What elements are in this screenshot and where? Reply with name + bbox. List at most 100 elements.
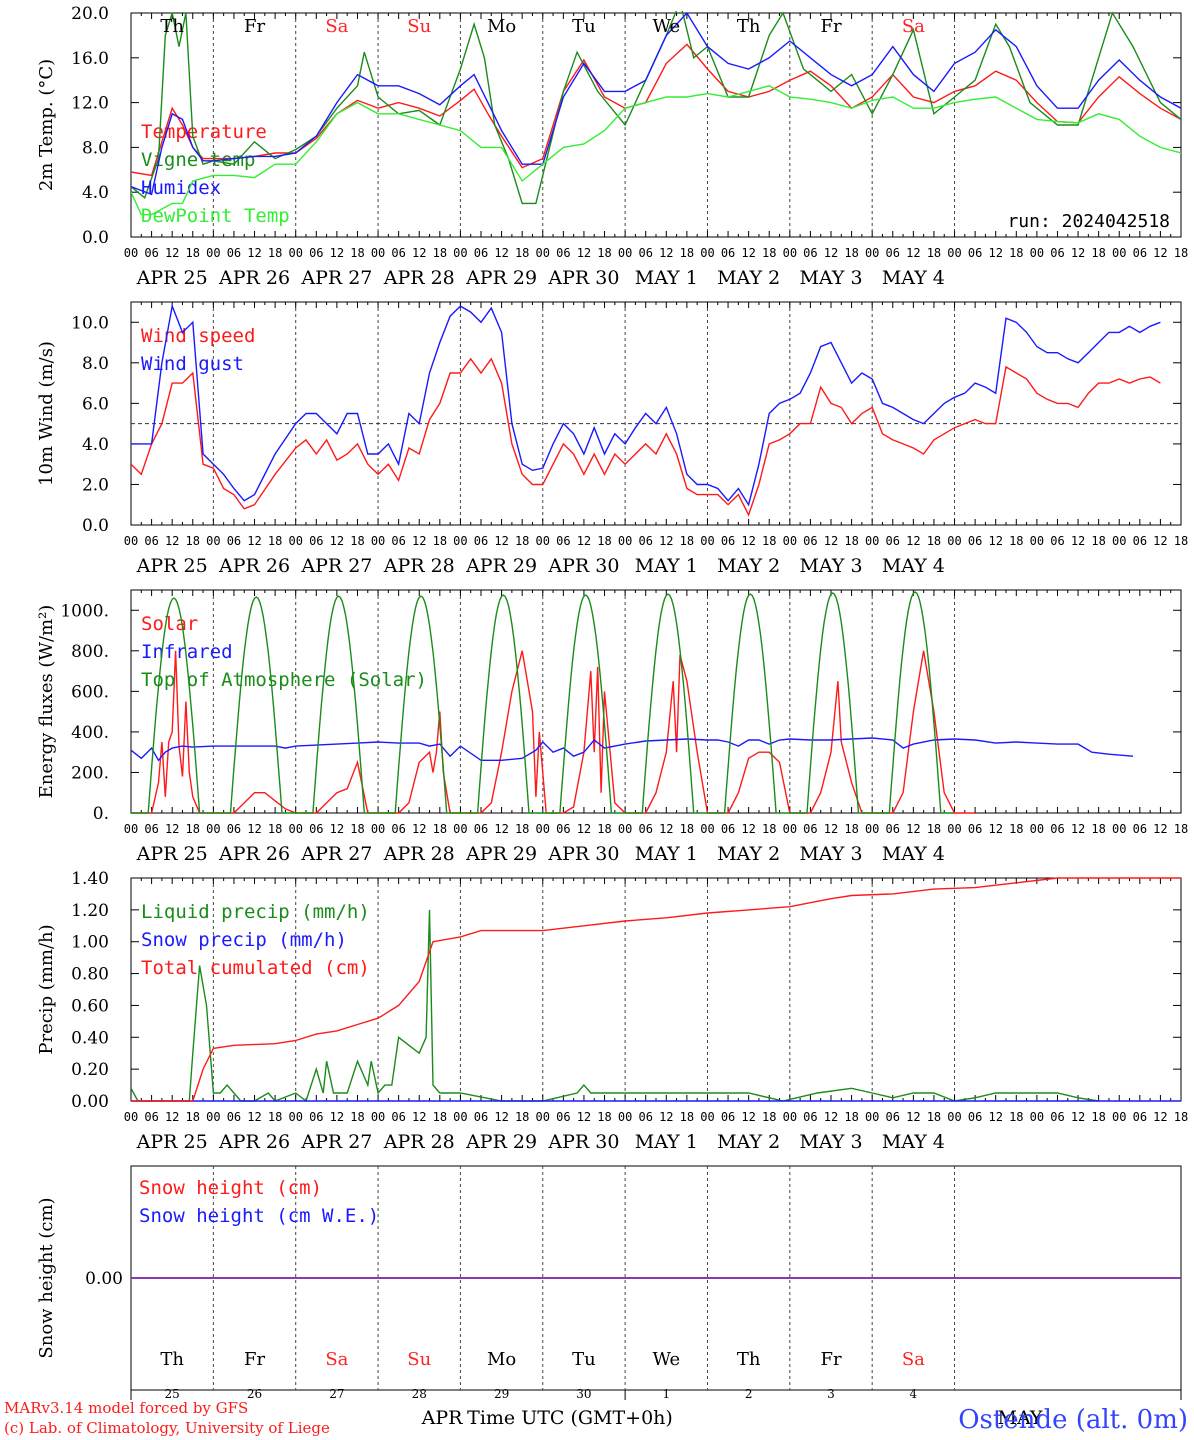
weekday-label: Sa — [325, 16, 348, 37]
legend-entry: Snow height (cm W.E.) — [139, 1205, 379, 1227]
hour-tick-label: 12 — [741, 1110, 755, 1124]
hour-tick-label: 12 — [247, 822, 261, 836]
date-label: APR 26 — [218, 843, 290, 865]
hour-tick-label: 12 — [988, 1110, 1002, 1124]
hour-tick-label: 12 — [577, 246, 591, 260]
hour-tick-label: 12 — [247, 246, 261, 260]
hour-tick-label: 18 — [844, 534, 858, 548]
hour-tick-label: 18 — [1091, 822, 1105, 836]
hour-tick-label: 00 — [1030, 822, 1044, 836]
hour-tick-label: 12 — [1153, 822, 1167, 836]
hour-tick-label: 06 — [391, 246, 405, 260]
y-axis-label: Precip (mm/h) — [36, 924, 57, 1054]
panel-2: 00 06 12 18 00 06 12 18 00 06 12 18 00 06 12 18 00 06 12 18… — [36, 301, 1188, 577]
y-tick-label: 4.0 — [82, 183, 109, 203]
weekday-label: Fr — [244, 1349, 265, 1370]
hour-tick-label: 18 — [1174, 246, 1188, 260]
hour-tick-label: 12 — [988, 534, 1002, 548]
hour-tick-label: 18 — [433, 822, 447, 836]
hour-tick-label: 12 — [1153, 246, 1167, 260]
hour-tick-label: 06 — [144, 246, 158, 260]
hour-tick-label: 12 — [1071, 1110, 1085, 1124]
hour-tick-label: 06 — [721, 822, 735, 836]
hour-tick-label: 06 — [721, 1110, 735, 1124]
hour-tick-label: 18 — [515, 534, 529, 548]
date-label: APR 28 — [383, 1131, 455, 1153]
hour-tick-label: 06 — [556, 822, 570, 836]
hour-tick-label: 06 — [391, 1110, 405, 1124]
hour-tick-label: 12 — [412, 246, 426, 260]
hour-tick-label: 12 — [906, 822, 920, 836]
hour-tick-label: 00 — [783, 246, 797, 260]
date-label: MAY 2 — [717, 1131, 780, 1153]
hour-tick-label: 00 — [1112, 534, 1126, 548]
y-tick-label: 12.0 — [71, 94, 109, 114]
hour-tick-label: 00 — [124, 534, 138, 548]
date-label: APR 26 — [218, 555, 290, 577]
hour-tick-label: 06 — [227, 534, 241, 548]
hour-tick-label: 00 — [947, 246, 961, 260]
panel-1: 00 06 12 18 00 06 12 18 00 06 12 18 00 06 12 18 00 06 12 18… — [36, 4, 1188, 289]
hour-tick-label: 12 — [741, 246, 755, 260]
series-line-infrared — [131, 737, 1134, 762]
date-label: APR 27 — [300, 267, 372, 289]
date-label: MAY 2 — [717, 843, 780, 865]
legend-entry: Snow height (cm) — [139, 1177, 322, 1199]
weekday-label: Tu — [572, 16, 596, 37]
hour-tick-label: 00 — [536, 822, 550, 836]
hour-tick-label: 06 — [886, 246, 900, 260]
y-tick-label: 400. — [71, 723, 109, 743]
hour-tick-label: 00 — [783, 1110, 797, 1124]
y-tick-label: 600. — [71, 682, 109, 702]
date-label: MAY 4 — [882, 555, 945, 577]
hour-tick-label: 18 — [927, 1110, 941, 1124]
hour-tick-label: 18 — [1009, 246, 1023, 260]
weekday-label: Th — [737, 16, 761, 37]
hour-tick-label: 12 — [824, 1110, 838, 1124]
hour-tick-label: 00 — [865, 534, 879, 548]
hour-tick-label: 18 — [844, 822, 858, 836]
hour-tick-label: 00 — [206, 534, 220, 548]
hour-tick-label: 12 — [330, 246, 344, 260]
weekday-label: We — [652, 1349, 680, 1370]
y-tick-label: 0.80 — [71, 965, 109, 985]
y-tick-label: 2.0 — [82, 475, 109, 495]
hour-tick-label: 06 — [309, 534, 323, 548]
day-number-label: 29 — [494, 1387, 509, 1401]
hour-tick-label: 00 — [536, 246, 550, 260]
hour-tick-label: 12 — [1153, 1110, 1167, 1124]
y-tick-label: 8.0 — [82, 138, 109, 158]
hour-tick-label: 00 — [124, 246, 138, 260]
hour-tick-label: 06 — [638, 246, 652, 260]
hour-tick-label: 18 — [844, 246, 858, 260]
hour-tick-label: 06 — [309, 822, 323, 836]
date-label: MAY 1 — [635, 267, 698, 289]
hour-tick-label: 18 — [597, 822, 611, 836]
hour-tick-label: 12 — [906, 1110, 920, 1124]
hour-tick-label: 18 — [515, 246, 529, 260]
hour-tick-label: 18 — [1091, 534, 1105, 548]
hour-tick-label: 06 — [144, 534, 158, 548]
weekday-label: Sa — [325, 1349, 348, 1370]
hour-tick-label: 00 — [947, 534, 961, 548]
hour-tick-label: 18 — [433, 1110, 447, 1124]
date-label: APR 29 — [465, 1131, 537, 1153]
hour-tick-label: 00 — [618, 1110, 632, 1124]
date-label: APR 29 — [465, 555, 537, 577]
hour-tick-label: 18 — [268, 1110, 282, 1124]
hour-tick-label: 06 — [803, 1110, 817, 1124]
hour-tick-label: 00 — [1112, 822, 1126, 836]
hour-tick-label: 00 — [1030, 534, 1044, 548]
hour-tick-label: 00 — [288, 534, 302, 548]
hour-tick-label: 00 — [288, 822, 302, 836]
hour-tick-label: 12 — [412, 534, 426, 548]
y-tick-label: 16.0 — [71, 49, 109, 69]
hour-tick-label: 00 — [453, 822, 467, 836]
weekday-label: We — [652, 16, 680, 37]
hour-tick-label: 12 — [412, 1110, 426, 1124]
hour-tick-label: 06 — [638, 534, 652, 548]
hour-tick-label: 06 — [474, 534, 488, 548]
date-label: MAY 2 — [717, 555, 780, 577]
date-label: APR 30 — [547, 555, 619, 577]
series-line-wind-speed — [131, 357, 1161, 517]
